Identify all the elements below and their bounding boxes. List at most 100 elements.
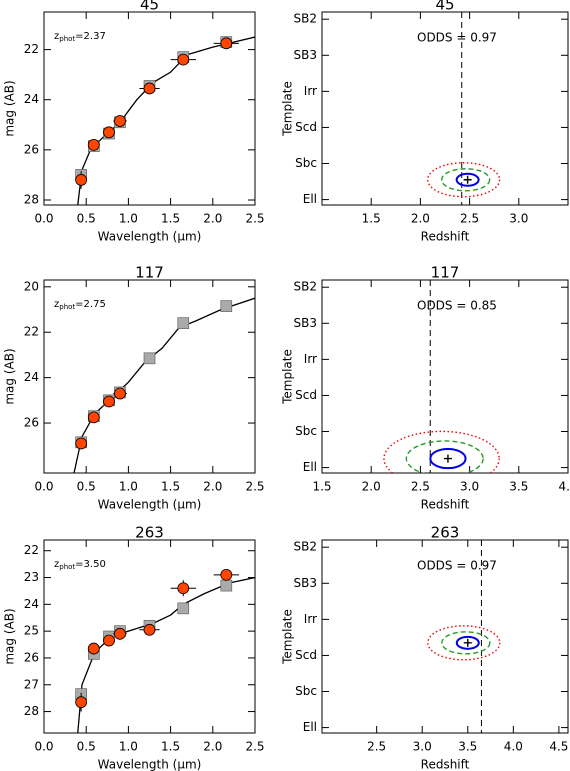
y-tick-label: 28: [24, 192, 39, 206]
x-tick-label: 2.0: [411, 212, 430, 226]
observed-flux: [143, 82, 156, 95]
y-tick-label: 27: [24, 677, 39, 691]
y-tick-label: Irr: [304, 352, 317, 366]
observed-flux: [114, 627, 126, 640]
annotation-text: =2.37: [75, 31, 106, 42]
y-tick-label: 24: [24, 597, 39, 611]
y-tick-label: SB3: [294, 576, 317, 590]
contour-2sigma: [405, 440, 484, 473]
frame: [321, 279, 569, 474]
observed-flux: [220, 37, 233, 50]
panel-title: 263: [135, 524, 164, 542]
observed-flux: [75, 437, 88, 450]
x-axis-label: Redshift: [421, 498, 470, 512]
x-tick-label: 1.5: [161, 480, 180, 494]
y-tick-label: SB3: [294, 316, 317, 330]
model-flux: [177, 317, 190, 329]
x-tick-label: 0.0: [34, 740, 53, 754]
model-curve: [77, 576, 255, 733]
x-tick-label: 2.5: [245, 212, 264, 226]
x-tick-label: 2.0: [203, 212, 222, 226]
frame: [43, 279, 256, 474]
observed-flux: [114, 115, 126, 127]
panel: 45 Wavelength (μm) mag (AB) 0.0 0.5 1.0 1.5 2.0…: [3, 0, 265, 244]
y-tick-label: 24: [24, 370, 39, 384]
panel: 263 Redshift Template 2.5 3.0 3.5 4.0 4.5 Ell Sbc…: [281, 524, 569, 771]
x-tick-label: 1.0: [119, 480, 138, 494]
y-tick-label: Ell: [303, 192, 317, 206]
y-tick-label: 22: [24, 543, 39, 557]
x-tick-label: 3.0: [460, 480, 479, 494]
contour-1sigma: [455, 635, 480, 650]
x-tick-label: 2.5: [411, 480, 430, 494]
panel: 117 Redshift Template 1.5 2.0 2.5 3.0 3.5 4.0 Ell…: [281, 264, 570, 512]
annotation-sub: phot: [59, 303, 75, 311]
x-tick-label: 0.5: [77, 740, 96, 754]
y-tick-label: 23: [24, 570, 39, 584]
y-tick-label: Scd: [295, 648, 317, 662]
contour-3sigma: [383, 430, 500, 473]
panel: 45 Redshift Template 1.5 2.0 2.5 3.0 Ell Sbc Scd I…: [281, 0, 569, 244]
best-fit: [443, 454, 452, 463]
x-tick-label: 1.5: [161, 740, 180, 754]
panel: 263 Wavelength (μm) mag (AB) 0.0 0.5 1.0 1.5 2.…: [3, 524, 265, 771]
frame: [43, 539, 256, 734]
x-tick-label: 2.0: [203, 480, 222, 494]
y-axis-label: mag (AB): [3, 608, 17, 664]
annotation-var: z: [54, 559, 59, 570]
model-flux: [143, 352, 156, 365]
annotation: zphot=2.37: [54, 31, 106, 43]
odds-label: ODDS = 0.97: [417, 559, 497, 573]
x-axis-label: Redshift: [421, 758, 470, 771]
best-fit: [463, 175, 472, 184]
y-axis-label: mag (AB): [3, 80, 17, 136]
frame: [321, 11, 569, 206]
y-tick-label: SB2: [294, 12, 317, 26]
y-tick-label: Irr: [304, 84, 317, 98]
y-tick-label: 26: [24, 416, 39, 430]
annotation: zphot=3.50: [54, 559, 106, 571]
contours: [426, 162, 501, 198]
x-tick-label: 2.5: [460, 212, 479, 226]
y-axis-label: Template: [281, 81, 295, 137]
x-axis-label: Wavelength (μm): [98, 230, 202, 244]
y-tick-label: 20: [24, 279, 39, 293]
y-tick-label: 26: [24, 650, 39, 664]
annotation-var: z: [54, 31, 59, 42]
panel-title: 117: [135, 264, 164, 282]
observed-flux: [103, 634, 115, 647]
x-axis-label: Wavelength (μm): [98, 498, 202, 512]
x-tick-label: 2.5: [245, 740, 264, 754]
x-tick-label: 2.0: [362, 480, 381, 494]
panel-title: 263: [431, 524, 460, 542]
panel: 117 Wavelength (μm) mag (AB) 0.0 0.5 1.0 1.5 2.…: [3, 264, 265, 512]
x-tick-label: 2.0: [203, 740, 222, 754]
x-tick-label: 0.0: [34, 480, 53, 494]
model-curve: [77, 36, 255, 205]
x-tick-label: 0.5: [77, 212, 96, 226]
annotation-sub: phot: [59, 563, 75, 571]
model-flux: [220, 300, 233, 312]
odds-label: ODDS = 0.97: [417, 31, 497, 45]
y-tick-label: SB2: [294, 280, 317, 294]
observed-flux: [87, 642, 100, 655]
x-tick-label: 1.0: [119, 212, 138, 226]
y-tick-label: 26: [24, 142, 39, 156]
x-tick-label: 0.5: [77, 480, 96, 494]
annotation-text: =2.75: [75, 299, 106, 310]
x-tick-label: 2.5: [367, 740, 386, 754]
x-tick-label: 4.0: [558, 480, 570, 494]
panel-title: 117: [431, 264, 460, 282]
x-tick-label: 4.0: [504, 740, 523, 754]
x-tick-label: 3.0: [413, 740, 432, 754]
contour-3sigma: [426, 162, 501, 198]
y-tick-label: 28: [24, 704, 39, 718]
best-fit: [463, 638, 472, 647]
observed-flux: [103, 126, 115, 139]
y-tick-label: Sbc: [295, 156, 317, 170]
observed-flux: [220, 568, 233, 581]
observed-flux: [177, 53, 190, 66]
x-tick-label: 3.5: [458, 740, 477, 754]
frame: [43, 11, 256, 206]
y-tick-label: Irr: [304, 612, 317, 626]
